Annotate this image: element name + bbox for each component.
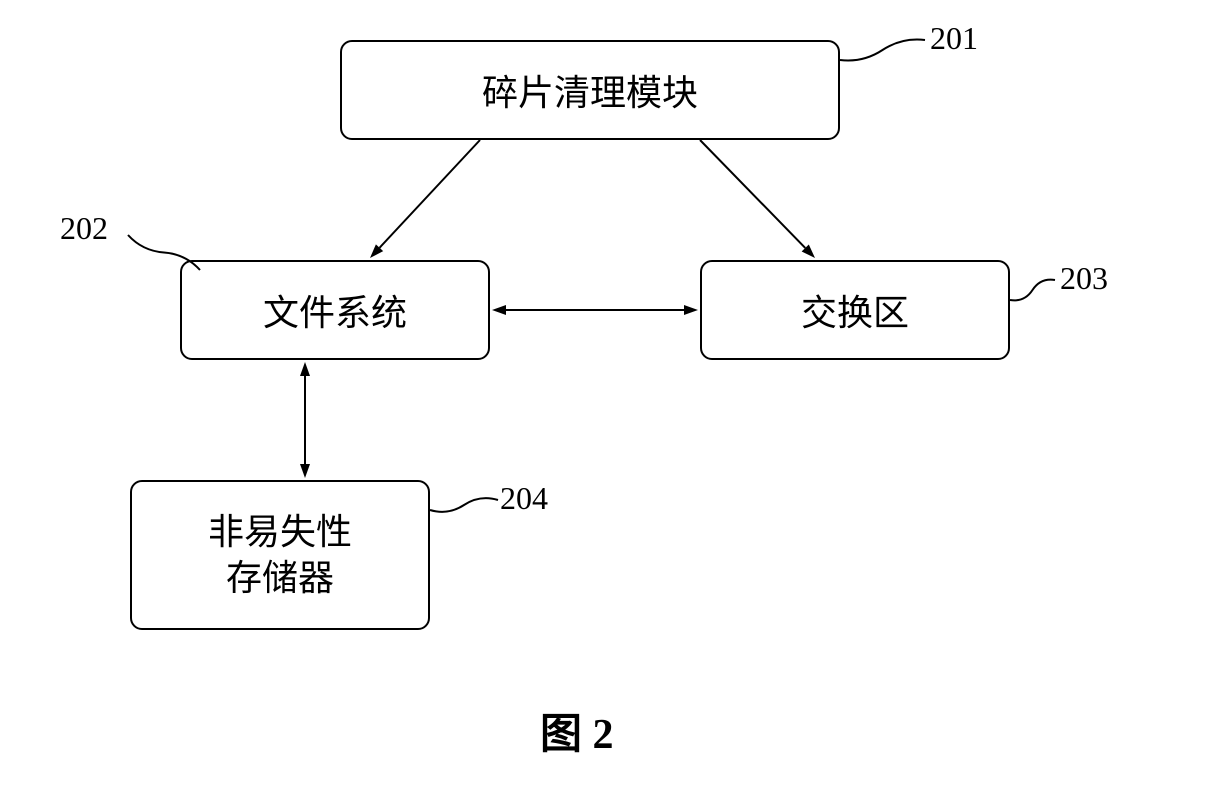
figure-label: 图 2 bbox=[540, 700, 614, 761]
box-nvm-storage: 非易失性 存储器 bbox=[130, 480, 430, 630]
box-nvm-line2: 存储器 bbox=[208, 555, 352, 601]
box-swap-area: 交换区 bbox=[700, 260, 1010, 360]
box-nvm-line1: 非易失性 bbox=[208, 509, 352, 555]
callout-203: 203 bbox=[1060, 260, 1108, 297]
box-file-system: 文件系统 bbox=[180, 260, 490, 360]
callout-204: 204 bbox=[500, 480, 548, 517]
box-file-system-label: 文件系统 bbox=[263, 284, 407, 336]
callout-201: 201 bbox=[930, 20, 978, 57]
box-swap-area-label: 交换区 bbox=[801, 284, 909, 336]
box-fragment-cleanup-label: 碎片清理模块 bbox=[482, 64, 698, 116]
box-fragment-cleanup: 碎片清理模块 bbox=[340, 40, 840, 140]
callout-202: 202 bbox=[60, 210, 108, 247]
